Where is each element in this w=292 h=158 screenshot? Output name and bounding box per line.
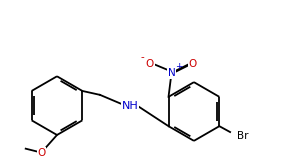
Text: NH: NH xyxy=(122,101,139,111)
Text: -: - xyxy=(140,52,144,62)
Text: +: + xyxy=(175,62,183,71)
Text: N: N xyxy=(168,68,175,78)
Text: O: O xyxy=(146,59,154,69)
Text: O: O xyxy=(189,59,197,69)
Text: O: O xyxy=(37,148,46,158)
Text: Br: Br xyxy=(237,131,248,141)
